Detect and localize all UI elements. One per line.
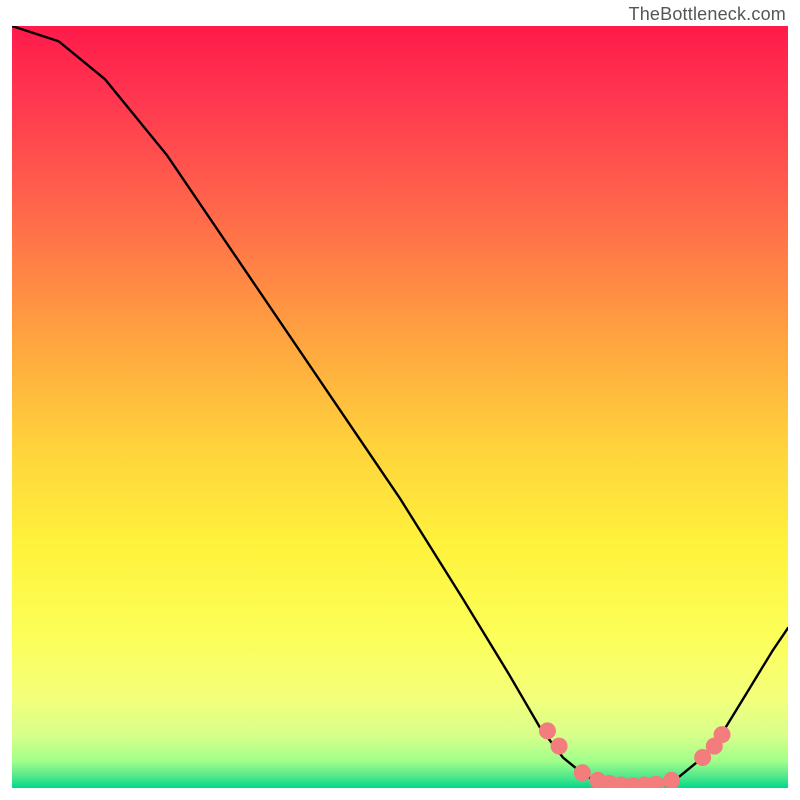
watermark-text: TheBottleneck.com [629, 4, 786, 25]
chart-gradient-background [12, 26, 788, 788]
bottleneck-chart [12, 26, 788, 788]
